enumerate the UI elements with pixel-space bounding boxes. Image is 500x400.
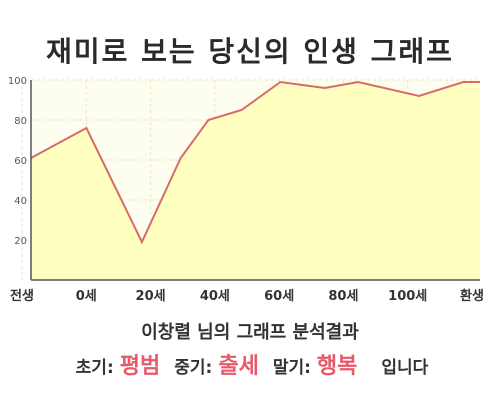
early-label: 초기: xyxy=(75,358,114,378)
x-tick-label: 20세 xyxy=(136,289,166,304)
x-tick-label: 0세 xyxy=(76,289,97,304)
y-tick-label: 80 xyxy=(14,116,27,127)
early-value: 평범 xyxy=(119,354,161,379)
y-tick-label: 100 xyxy=(8,76,27,87)
y-tick-label: 60 xyxy=(14,156,27,167)
y-tick-label: 40 xyxy=(14,196,27,207)
middle-label: 중기: xyxy=(174,358,213,378)
x-tick-label: 60세 xyxy=(264,289,294,304)
result-summary: 초기: 평범 중기: 출세 말기: 행복 입니다 xyxy=(0,348,500,380)
x-tick-label: 80세 xyxy=(328,289,358,304)
life-area-fill xyxy=(31,82,480,280)
chart-title: 재미로 보는 당신의 인생 그래프 xyxy=(46,35,454,68)
late-value: 행복 xyxy=(316,354,358,379)
y-tick-labels: 20 40 60 80 100 xyxy=(8,76,27,247)
x-tick-label: 환생 xyxy=(460,288,484,304)
x-tick-label: 전생 xyxy=(10,288,34,304)
x-tick-label: 40세 xyxy=(200,289,230,304)
x-tick-labels: 전생 0세 20세 40세 60세 80세 100세 환생 xyxy=(10,288,484,304)
life-line-series xyxy=(30,80,480,245)
y-tick-label: 20 xyxy=(14,236,27,247)
analysis-heading: 이창렬 님의 그래프 분석결과 xyxy=(141,322,359,343)
middle-value: 출세 xyxy=(218,354,259,379)
late-label: 말기: xyxy=(272,358,311,378)
x-tick-label: 100세 xyxy=(388,289,427,304)
closing-text: 입니다 xyxy=(381,358,429,378)
